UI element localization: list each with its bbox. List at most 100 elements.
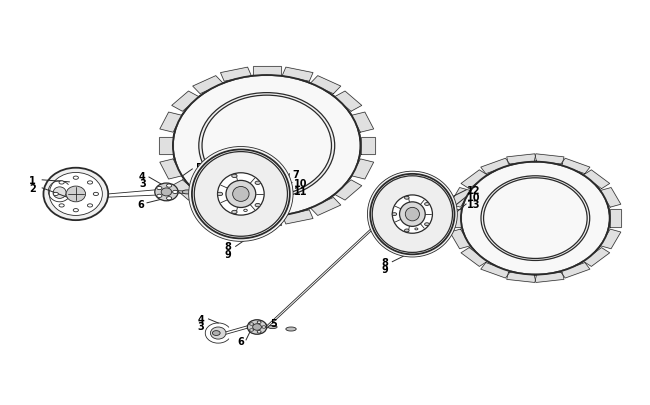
Polygon shape bbox=[507, 154, 536, 165]
Ellipse shape bbox=[199, 94, 335, 199]
Ellipse shape bbox=[226, 181, 255, 208]
Ellipse shape bbox=[202, 96, 332, 196]
Polygon shape bbox=[352, 160, 374, 179]
Polygon shape bbox=[481, 159, 510, 174]
Text: 12: 12 bbox=[467, 185, 480, 196]
Ellipse shape bbox=[211, 327, 226, 339]
Polygon shape bbox=[583, 248, 610, 267]
Polygon shape bbox=[610, 210, 621, 228]
Circle shape bbox=[392, 213, 396, 216]
Circle shape bbox=[257, 321, 261, 324]
Ellipse shape bbox=[182, 190, 192, 194]
Text: 13: 13 bbox=[467, 200, 480, 209]
Text: 5: 5 bbox=[196, 162, 202, 173]
Text: 10: 10 bbox=[294, 178, 307, 188]
Circle shape bbox=[213, 331, 220, 336]
Polygon shape bbox=[450, 230, 471, 249]
Polygon shape bbox=[450, 188, 471, 208]
Circle shape bbox=[415, 228, 418, 230]
Ellipse shape bbox=[233, 187, 249, 202]
Polygon shape bbox=[334, 180, 362, 200]
Ellipse shape bbox=[161, 188, 172, 196]
Ellipse shape bbox=[367, 172, 458, 257]
Polygon shape bbox=[352, 113, 374, 133]
Ellipse shape bbox=[248, 320, 266, 335]
Circle shape bbox=[404, 197, 409, 200]
Ellipse shape bbox=[461, 162, 610, 275]
Polygon shape bbox=[461, 171, 488, 189]
Polygon shape bbox=[172, 180, 199, 200]
Polygon shape bbox=[601, 230, 621, 249]
Circle shape bbox=[244, 210, 247, 212]
Circle shape bbox=[255, 182, 261, 185]
Text: 3: 3 bbox=[139, 178, 146, 188]
Polygon shape bbox=[481, 263, 510, 278]
Text: 9: 9 bbox=[382, 264, 389, 274]
Ellipse shape bbox=[370, 175, 454, 255]
Circle shape bbox=[157, 187, 162, 190]
Ellipse shape bbox=[406, 208, 419, 221]
Circle shape bbox=[424, 203, 429, 206]
Polygon shape bbox=[160, 113, 182, 133]
Ellipse shape bbox=[66, 187, 86, 202]
Circle shape bbox=[257, 331, 261, 333]
Circle shape bbox=[232, 175, 237, 178]
Circle shape bbox=[424, 223, 429, 226]
Ellipse shape bbox=[481, 176, 590, 261]
Circle shape bbox=[250, 329, 254, 331]
Text: 9: 9 bbox=[224, 249, 231, 259]
Circle shape bbox=[157, 195, 162, 198]
Circle shape bbox=[87, 204, 92, 207]
Circle shape bbox=[404, 229, 409, 232]
Circle shape bbox=[73, 177, 79, 180]
Polygon shape bbox=[172, 92, 199, 112]
Text: 2: 2 bbox=[29, 183, 36, 194]
Ellipse shape bbox=[400, 202, 425, 227]
Text: 7: 7 bbox=[292, 169, 299, 179]
Text: 3: 3 bbox=[198, 321, 204, 331]
Circle shape bbox=[59, 204, 64, 207]
Polygon shape bbox=[449, 210, 461, 228]
Polygon shape bbox=[534, 154, 564, 165]
Polygon shape bbox=[334, 92, 362, 112]
Text: 8: 8 bbox=[382, 257, 389, 267]
Polygon shape bbox=[361, 137, 375, 155]
Polygon shape bbox=[282, 68, 313, 82]
Text: 4: 4 bbox=[198, 314, 204, 324]
Text: 10: 10 bbox=[467, 192, 480, 202]
Polygon shape bbox=[507, 273, 536, 283]
Polygon shape bbox=[601, 188, 621, 208]
Circle shape bbox=[166, 185, 172, 188]
Text: 11: 11 bbox=[294, 186, 307, 196]
Polygon shape bbox=[192, 198, 223, 216]
Text: 8: 8 bbox=[224, 242, 231, 252]
Text: 6: 6 bbox=[137, 200, 144, 209]
Ellipse shape bbox=[194, 152, 287, 237]
Polygon shape bbox=[159, 137, 173, 155]
Ellipse shape bbox=[44, 168, 108, 221]
Ellipse shape bbox=[53, 188, 66, 199]
Polygon shape bbox=[534, 273, 564, 283]
Text: 4: 4 bbox=[139, 171, 146, 181]
Polygon shape bbox=[252, 67, 281, 76]
Ellipse shape bbox=[268, 326, 277, 329]
Polygon shape bbox=[461, 248, 488, 267]
Polygon shape bbox=[583, 171, 610, 189]
Polygon shape bbox=[560, 263, 590, 278]
Polygon shape bbox=[311, 198, 341, 216]
Polygon shape bbox=[220, 68, 252, 82]
Circle shape bbox=[255, 204, 261, 207]
Ellipse shape bbox=[49, 173, 102, 216]
Polygon shape bbox=[282, 211, 313, 224]
Polygon shape bbox=[311, 77, 341, 94]
Text: 5: 5 bbox=[270, 318, 277, 328]
Circle shape bbox=[73, 209, 79, 212]
Text: 6: 6 bbox=[237, 336, 244, 346]
Ellipse shape bbox=[253, 324, 261, 330]
Ellipse shape bbox=[484, 178, 587, 259]
Ellipse shape bbox=[155, 183, 178, 201]
Polygon shape bbox=[192, 77, 223, 94]
Circle shape bbox=[232, 211, 237, 214]
Circle shape bbox=[262, 326, 266, 328]
Ellipse shape bbox=[188, 147, 293, 242]
